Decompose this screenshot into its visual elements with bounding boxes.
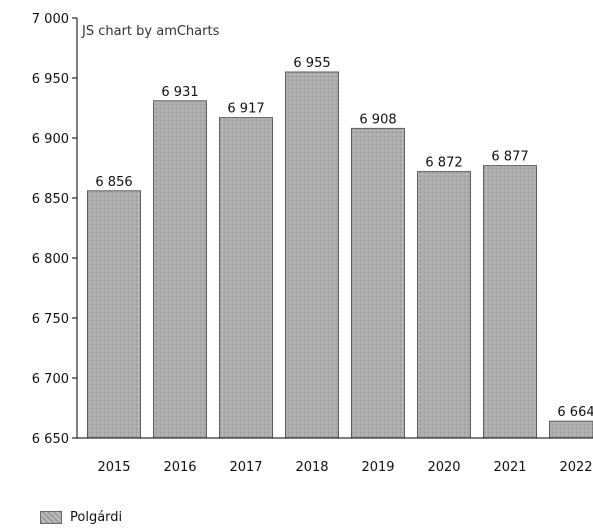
bar-2022[interactable]	[549, 420, 593, 439]
y-tick-label: 6 800	[32, 252, 69, 267]
bar-2018[interactable]	[285, 71, 339, 439]
x-tick-label-2017: 2017	[229, 460, 262, 475]
y-axis: 7 000 6 950 6 900 6 850 6 800 6 750 6 700 6 650	[32, 12, 78, 447]
x-tick-label-2015: 2015	[97, 460, 130, 475]
y-tick-label: 6 850	[32, 192, 69, 207]
bars-group: 6 856 6 931 6 917 6 955 6 908 6 872 6 877 6 664	[87, 56, 593, 439]
x-tick-label-2021: 2021	[493, 460, 526, 475]
bar-2015[interactable]	[87, 190, 141, 439]
bar-2017[interactable]	[219, 117, 273, 439]
x-tick-label-2020: 2020	[427, 460, 460, 475]
y-tick-label: 6 900	[32, 132, 69, 147]
data-label-2022: 6 664	[557, 405, 593, 420]
amcharts-credit[interactable]: JS chart by amCharts	[81, 24, 220, 39]
data-label-2016: 6 931	[161, 85, 198, 100]
legend-label: Polgárdi	[70, 510, 123, 525]
y-tick-label: 6 750	[32, 312, 69, 327]
bar-2019[interactable]	[351, 127, 405, 439]
data-label-2020: 6 872	[425, 156, 462, 171]
legend-swatch	[40, 511, 62, 524]
x-tick-label-2018: 2018	[295, 460, 328, 475]
x-tick-label-2022: 2022	[559, 460, 592, 475]
data-label-2021: 6 877	[491, 150, 528, 165]
y-tick-label: 6 700	[32, 372, 69, 387]
bar-2016[interactable]	[153, 100, 207, 439]
y-tick-label: 6 650	[32, 432, 69, 447]
data-label-2018: 6 955	[293, 56, 330, 71]
x-tick-label-2019: 2019	[361, 460, 394, 475]
data-label-2019: 6 908	[359, 112, 396, 127]
bar-2020[interactable]	[417, 171, 471, 439]
legend[interactable]: Polgárdi	[40, 510, 122, 525]
y-tick-label: 6 950	[32, 72, 69, 87]
x-tick-label-2016: 2016	[163, 460, 196, 475]
bar-2021[interactable]	[483, 165, 537, 439]
data-label-2017: 6 917	[227, 102, 264, 117]
y-tick-label: 7 000	[32, 12, 69, 27]
data-label-2015: 6 856	[95, 175, 132, 190]
x-axis: 2015 2016 2017 2018 2019 2020 2021 2022	[77, 437, 593, 475]
